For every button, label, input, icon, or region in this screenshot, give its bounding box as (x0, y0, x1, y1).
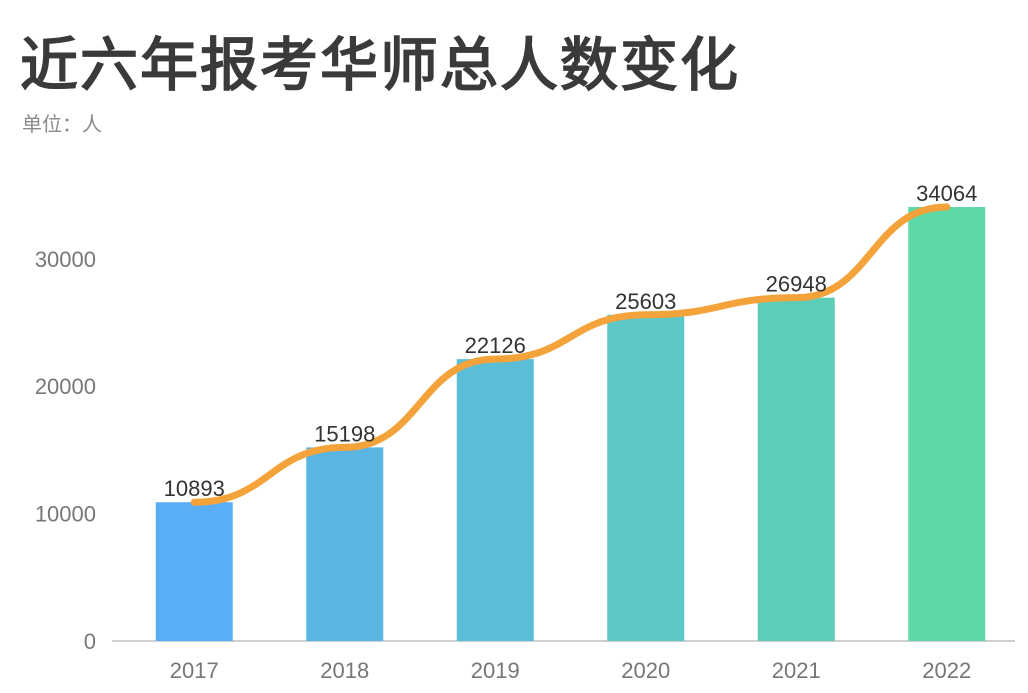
data-label-2019: 22126 (465, 333, 526, 358)
y-tick-label: 30000 (35, 247, 96, 272)
bar-2022 (908, 207, 986, 641)
trend-line (190, 203, 951, 506)
data-label-2017: 10893 (164, 476, 225, 501)
x-tick-label: 2019 (471, 658, 520, 683)
chart-subtitle: 单位：人 (22, 112, 102, 136)
data-label-2021: 26948 (766, 272, 827, 297)
data-label-2022: 34064 (916, 181, 977, 206)
x-tick-label: 2021 (772, 658, 821, 683)
x-tick-label: 2017 (170, 658, 219, 683)
chart-title: 近六年报考华师总人数变化 (20, 31, 741, 99)
data-label-2020: 25603 (615, 289, 676, 314)
bar-2021 (757, 297, 835, 641)
y-tick-label: 20000 (35, 374, 96, 399)
x-tick-label: 2022 (922, 658, 971, 683)
bar-2019 (456, 359, 534, 641)
data-label-2018: 15198 (314, 421, 375, 446)
bar-2018 (306, 447, 384, 641)
y-tick-label: 0 (84, 629, 96, 654)
bar-2020 (607, 314, 685, 641)
x-tick-label: 2018 (320, 658, 369, 683)
y-tick-label: 10000 (35, 502, 96, 527)
bar-2017 (155, 502, 233, 641)
x-tick-label: 2020 (621, 658, 670, 683)
